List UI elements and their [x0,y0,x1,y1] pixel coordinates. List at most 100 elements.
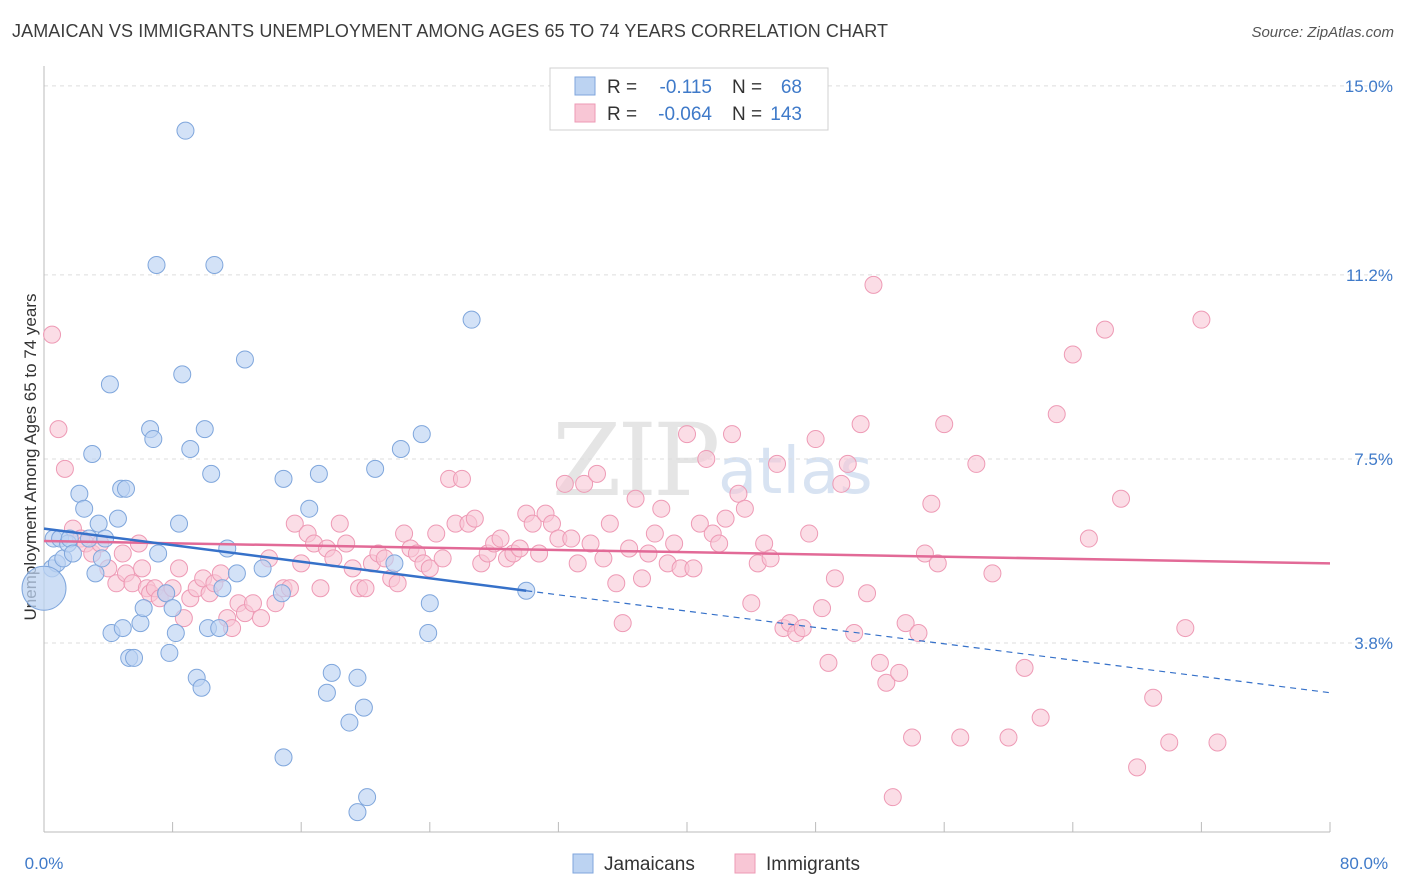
immigrants-point [211,564,230,583]
immigrants-point [819,653,838,672]
jamaicans-point [92,549,111,568]
jamaicans-point [420,594,439,613]
immigrants-point [999,728,1018,747]
immigrants-point [768,454,787,473]
immigrants-point [55,459,74,478]
immigrants-point [581,534,600,553]
immigrants-point [113,544,132,563]
immigrants-point [729,484,748,503]
immigrants-point [697,449,716,468]
jamaicans-point [218,539,237,558]
jamaicans-point [354,698,373,717]
immigrants-point [851,415,870,434]
jamaicans-point [253,559,272,578]
immigrants-point [174,609,193,628]
jamaicans-point [70,484,89,503]
immigrants-point [845,624,864,643]
immigrants-point [1015,658,1034,677]
immigrants-point [170,559,189,578]
immigrants-point [915,544,934,563]
jamaicans-point [21,565,67,611]
immigrants-point [1031,708,1050,727]
jamaicans-point [227,564,246,583]
legend-r-jamaicans: -0.115 [660,77,712,98]
immigrants-point [337,534,356,553]
immigrants-point [252,609,271,628]
series-legend: Jamaicans Immigrants [572,853,860,875]
immigrants-point [555,474,574,493]
immigrants-trend-line [43,539,1331,565]
jamaicans-point [75,499,94,518]
immigrants-point [587,464,606,483]
jamaicans-point [202,464,221,483]
bottom-legend-immigrants: Immigrants [766,854,860,875]
immigrants-point [813,599,832,618]
immigrants-point [652,499,671,518]
jamaicans-point [340,713,359,732]
stats-legend-box [549,67,829,131]
immigrants-point [890,663,909,682]
legend-n-label: N = [732,104,762,125]
chart-title: JAMAICAN VS IMMIGRANTS UNEMPLOYMENT AMON… [12,21,889,41]
immigrants-point [896,614,915,633]
jamaicans-point [205,255,224,274]
immigrants-point [967,454,986,473]
jamaicans-point [157,584,176,603]
trend-lines [43,527,1331,694]
immigrants-point [465,509,484,528]
immigrants-point [395,524,414,543]
jamaicans-point [213,579,232,598]
jamaicans-point [176,121,195,140]
immigrants-point [1128,758,1147,777]
immigrants-point [678,425,696,444]
immigrants-point [735,499,754,518]
immigrants-point [800,524,819,543]
jamaicans-point [108,509,127,528]
immigrants-point [690,514,709,533]
immigrants-point [388,574,407,593]
jamaicans-point [322,663,341,682]
immigrants-point [983,564,1002,583]
immigrants-point [838,454,857,473]
legend-swatch-immigrants [574,103,596,123]
jamaicans-point [89,514,108,533]
immigrants-point [620,539,639,558]
immigrants-point [600,514,619,533]
immigrants-point [1160,733,1179,752]
jamaicans-point [385,554,404,573]
jamaicans-point [317,683,336,702]
immigrants-point [1095,320,1114,339]
jamaicans-point [131,614,150,633]
immigrants-point [755,534,774,553]
immigrants-point [575,474,594,493]
immigrants-point [710,534,729,553]
jamaicans-point [160,643,179,662]
jamaicans-point [309,464,328,483]
immigrants-point [452,469,471,488]
jamaicans-trend-extension [526,590,1331,694]
y-tick-label: 15.0% [1345,77,1393,96]
immigrants-point [562,529,581,548]
jamaicans-point [300,499,319,518]
jamaicans-point [348,668,367,687]
immigrants-point [716,509,735,528]
immigrants-point [903,728,922,747]
immigrants-point [922,494,941,513]
legend-swatch-jamaicans [574,76,596,96]
tick-labels: 3.8% 7.5% 11.2% 15.0% 0.0% 80.0% [25,77,1393,873]
immigrants-point [1144,688,1163,707]
legend-r-label: R = [607,77,637,98]
bottom-legend-jamaicans: Jamaicans [604,854,695,875]
jamaicans-point [134,599,153,618]
immigrants-point [951,728,970,747]
jamaicans-point [358,788,377,807]
immigrants-point [568,554,587,573]
immigrants-point [1208,733,1227,752]
immigrants-point [1063,345,1082,364]
immigrants-point [1047,405,1066,424]
immigrants-point [742,594,761,613]
jamaicans-point [170,514,189,533]
bottom-legend-swatch-jamaicans [572,853,594,874]
jamaicans-point [412,425,431,444]
